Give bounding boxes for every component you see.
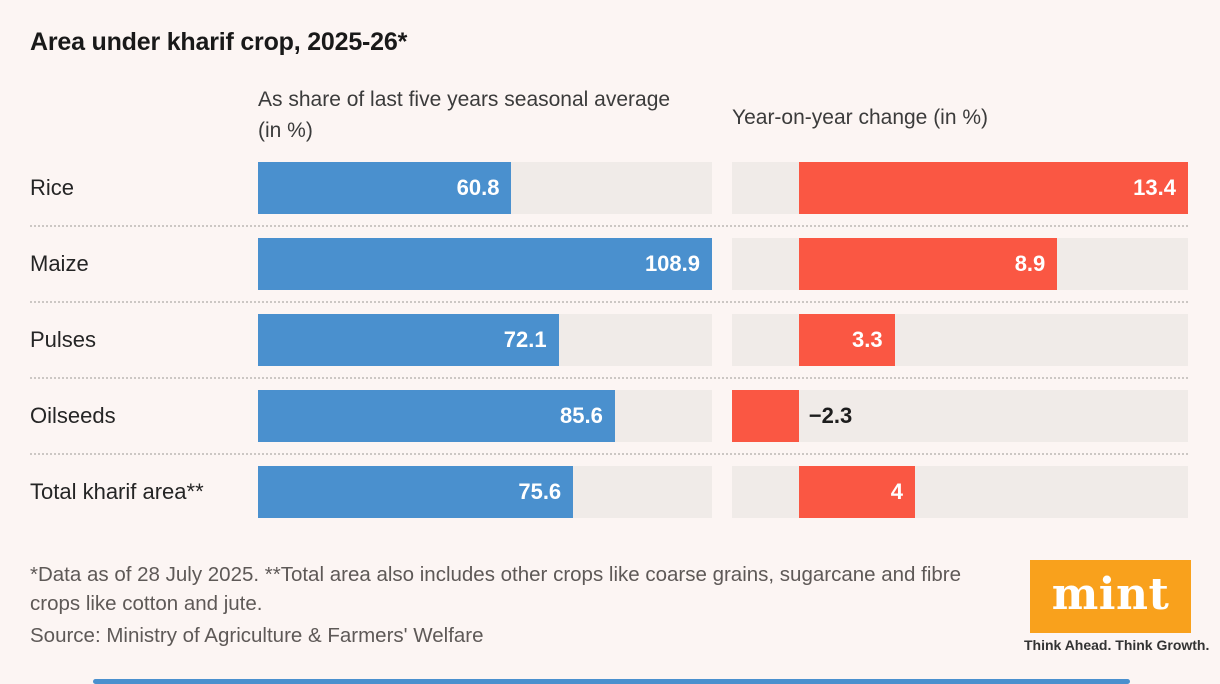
share-bar: 60.8 [258, 162, 512, 214]
share-value-label: 85.6 [560, 403, 603, 428]
yoy-bar [732, 390, 799, 442]
row-label: Total kharif area** [30, 479, 204, 504]
row-separator [30, 225, 1188, 227]
column-header-share: As share of last five years seasonal ave… [258, 88, 671, 142]
chart-row: Maize 108.9 8.9 [30, 238, 1188, 290]
chart-row: Rice 60.8 13.4 [30, 162, 1188, 214]
share-bar-track: 75.6 [258, 466, 712, 518]
share-bar-track: 60.8 [258, 162, 712, 214]
yoy-value-label: 3.3 [852, 327, 883, 352]
share-bar: 72.1 [258, 314, 559, 366]
yoy-value-label: −2.3 [808, 403, 853, 428]
yoy-value-label: 13.4 [1133, 175, 1176, 200]
yoy-bar-track: 4 [732, 466, 1188, 518]
yoy-bar: 3.3 [798, 314, 895, 366]
row-label: Oilseeds [30, 403, 116, 428]
share-bar: 75.6 [258, 466, 574, 518]
source-text: Source: Ministry of Agriculture & Farmer… [30, 624, 484, 647]
chart-rows: Rice 60.8 13.4 Maize 108.9 8.9 Pulses 72.1 3.3 Oi… [30, 162, 1188, 518]
bottom-scrollbar[interactable] [93, 679, 1130, 684]
row-label: Maize [30, 251, 89, 276]
row-label: Rice [30, 175, 75, 200]
footnote-text: *Data as of 28 July 2025. **Total area a… [30, 563, 962, 615]
share-bar-track: 108.9 [258, 238, 712, 290]
yoy-bar-track: 13.4 [732, 162, 1188, 214]
chart-row: Oilseeds 85.6 −2.3 [30, 390, 1188, 442]
yoy-bar: 8.9 [798, 238, 1058, 290]
yoy-bar: 4 [798, 466, 915, 518]
yoy-bar-track: 8.9 [732, 238, 1188, 290]
row-label: Pulses [30, 327, 97, 352]
mint-tagline: Think Ahead. Think Growth. [1024, 637, 1210, 653]
yoy-bar-track: 3.3 [732, 314, 1188, 366]
mint-logo-text: mint [1051, 569, 1170, 620]
row-separator [30, 453, 1188, 455]
column-header-yoy: Year-on-year change (in %) [732, 106, 989, 129]
share-value-label: 60.8 [456, 175, 500, 200]
share-value-label: 108.9 [644, 251, 700, 276]
yoy-bar: 13.4 [798, 162, 1188, 214]
mint-logo: mint [1030, 560, 1191, 633]
row-separator [30, 377, 1188, 379]
yoy-value-label: 8.9 [1014, 251, 1046, 276]
chart-row: Pulses 72.1 3.3 [30, 314, 1188, 366]
yoy-value-label: 4 [890, 479, 903, 504]
share-bar: 108.9 [258, 238, 712, 290]
yoy-bar-track: −2.3 [732, 390, 1188, 442]
row-separator [30, 301, 1188, 303]
share-value-label: 75.6 [518, 479, 562, 504]
share-value-label: 72.1 [503, 327, 547, 352]
share-bar: 85.6 [258, 390, 615, 442]
share-bar-track: 72.1 [258, 314, 712, 366]
share-bar-track: 85.6 [258, 390, 712, 442]
chart-title: Area under kharif crop, 2025-26* [30, 28, 408, 56]
chart-row: Total kharif area** 75.6 4 [30, 466, 1188, 518]
